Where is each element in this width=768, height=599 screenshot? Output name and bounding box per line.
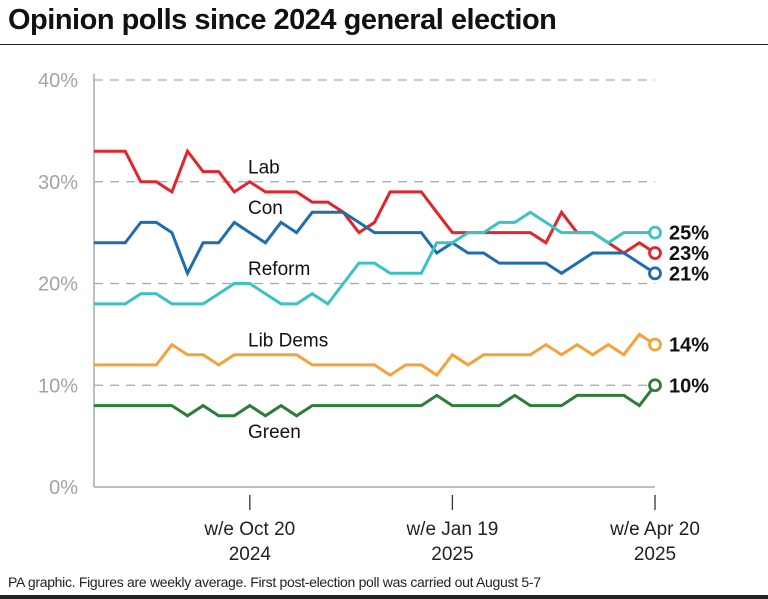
footer-note: PA graphic. Figures are weekly average. … — [8, 574, 541, 590]
end-marker-reform — [648, 225, 662, 240]
x-tick-year: 2025 — [634, 544, 676, 565]
series-line-reform — [94, 210, 655, 306]
end-marker-lab — [648, 246, 662, 260]
series-label-lab: Lab — [248, 157, 280, 178]
x-tick-label: w/e Apr 20 — [609, 519, 700, 540]
y-tick-label: 0% — [49, 477, 78, 499]
end-marker-con — [648, 266, 662, 281]
series-label-lib-dems: Lib Dems — [248, 330, 328, 351]
x-tick-label: w/e Jan 19 — [405, 519, 498, 540]
title-divider — [0, 44, 768, 45]
end-label-green: 10% — [669, 375, 709, 397]
y-tick-label: 10% — [38, 375, 78, 397]
bottom-divider — [0, 595, 768, 599]
series-line-green — [94, 384, 657, 418]
chart-title: Opinion polls since 2024 general electio… — [8, 4, 557, 36]
series-label-reform: Reform — [248, 259, 310, 280]
x-tick-year: 2025 — [431, 544, 473, 565]
x-tick-year: 2024 — [229, 544, 272, 565]
end-marker-lib-dems — [648, 337, 662, 352]
y-tick-label: 30% — [38, 172, 78, 194]
end-label-lib-dems: 14% — [669, 335, 709, 357]
series-line-lib-dems — [94, 332, 656, 378]
y-tick-label: 20% — [38, 274, 78, 296]
end-label-con: 21% — [669, 263, 709, 285]
end-label-lab: 23% — [669, 243, 709, 265]
x-tick-label: w/e Oct 20 — [203, 519, 295, 540]
series-label-green: Green — [248, 422, 301, 443]
series-line-lab — [94, 148, 656, 255]
end-marker-green — [648, 378, 662, 393]
end-label-reform: 25% — [669, 223, 709, 245]
y-tick-label: 40% — [38, 70, 78, 92]
series-label-con: Con — [248, 198, 283, 219]
series-line-con — [94, 210, 656, 277]
